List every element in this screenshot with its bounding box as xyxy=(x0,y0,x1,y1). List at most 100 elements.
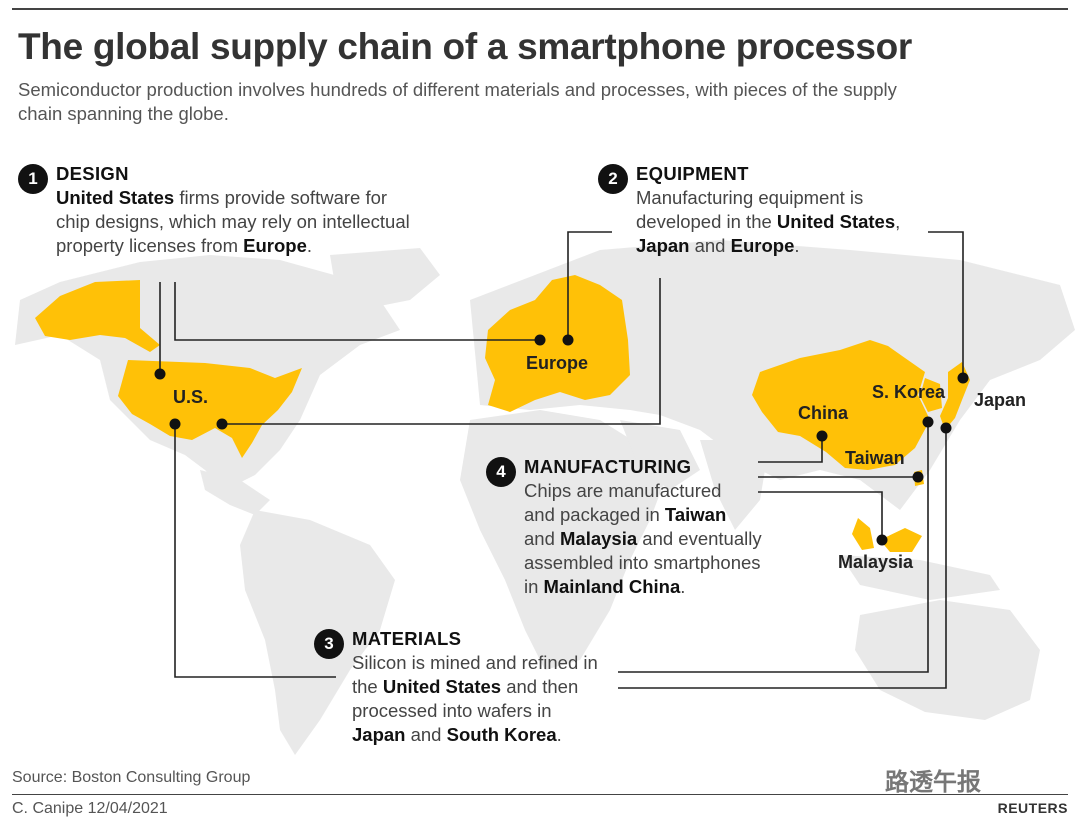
step-manufacturing-body: Chips are manufactured and packaged in Ta… xyxy=(524,479,762,599)
page-title: The global supply chain of a smartphone … xyxy=(18,26,913,67)
step-text-line: United States firms provide software for xyxy=(56,186,410,210)
step-text-line: Chips are manufactured xyxy=(524,479,762,503)
text-segment: firms provide software for xyxy=(174,187,388,208)
step-text-line: processed into wafers in xyxy=(352,699,598,723)
text-segment: and packaged in xyxy=(524,504,665,525)
land-indonesia xyxy=(840,555,1000,600)
text-segment: property licenses from xyxy=(56,235,244,256)
text-segment: developed in the xyxy=(636,211,777,232)
page-subtitle: Semiconductor production involves hundre… xyxy=(18,79,897,124)
text-segment: . xyxy=(306,235,312,256)
region-alaska-shape xyxy=(35,280,160,352)
connector-lines xyxy=(159,231,964,689)
step-text-line: chip designs, which may rely on intellec… xyxy=(56,210,410,234)
dot-korea xyxy=(922,416,934,428)
step-text-line: Japan and Europe. xyxy=(636,234,900,258)
text-segment: , xyxy=(895,211,901,232)
line-materials-korea xyxy=(618,422,929,673)
text-segment: Silicon is mined and refined in xyxy=(352,652,598,673)
step-text-line: and packaged in Taiwan xyxy=(524,503,762,527)
source-note: Source: Boston Consulting Group xyxy=(12,769,251,786)
step-equipment-body: Manufacturing equipment is developed in t… xyxy=(636,186,900,258)
text-segment: and xyxy=(524,528,561,549)
dot-japan-south xyxy=(940,422,952,434)
step-3-badge: 3 xyxy=(314,629,344,659)
text-segment: . xyxy=(556,724,562,745)
line-equipment-us xyxy=(222,278,661,425)
land-australia xyxy=(855,600,1040,720)
step-materials-body: Silicon is mined and refined in the Unite… xyxy=(352,651,598,747)
step-4-badge: 4 xyxy=(486,457,516,487)
dot-europe-east xyxy=(562,334,574,346)
label-japan: Japan xyxy=(974,390,1027,410)
line-manufacturing-china xyxy=(758,436,823,463)
step-text-line: Silicon is mined and refined in xyxy=(352,651,598,675)
text-segment: Manufacturing equipment is xyxy=(636,187,864,208)
dot-china xyxy=(816,430,828,442)
text-segment: and eventually xyxy=(637,528,762,549)
land-india xyxy=(700,440,770,530)
highlighted-place: Japan xyxy=(352,724,406,745)
line-design-europe xyxy=(174,282,540,341)
highlighted-place: Taiwan xyxy=(664,504,727,525)
highlighted-place: South Korea xyxy=(446,724,557,745)
highlighted-countries xyxy=(35,275,970,552)
region-korea-shape xyxy=(920,378,942,412)
dot-us-north xyxy=(154,368,166,380)
dot-japan-north xyxy=(957,372,969,384)
step-materials-heading: MATERIALS xyxy=(352,628,462,649)
text-segment: and xyxy=(689,235,731,256)
credit-line: C. Canipe 12/04/2021 xyxy=(12,800,168,817)
text-segment: processed into wafers in xyxy=(352,700,552,721)
label-china: China xyxy=(798,403,849,423)
land-greenland xyxy=(330,248,440,310)
dot-taiwan xyxy=(912,471,924,483)
text-segment: . xyxy=(680,576,686,597)
highlighted-place: Mainland China xyxy=(543,576,681,597)
step-text-line: the United States and then xyxy=(352,675,598,699)
step-text-line: Japan and South Korea. xyxy=(352,723,598,747)
line-equipment-europe xyxy=(567,231,612,340)
top-rule xyxy=(12,8,1068,10)
step-equipment: EQUIPMENT Manufacturing equipment is deve… xyxy=(636,162,900,258)
step-manufacturing: MANUFACTURING Chips are manufactured and … xyxy=(524,455,762,599)
highlighted-place: United States xyxy=(776,211,896,232)
step-materials: MATERIALS Silicon is mined and refined i… xyxy=(352,627,598,747)
step-manufacturing-heading: MANUFACTURING xyxy=(524,456,692,477)
text-segment: chip designs, which may rely on intellec… xyxy=(56,211,410,232)
step-text-line: property licenses from Europe. xyxy=(56,234,410,258)
land-central-america xyxy=(200,470,270,515)
dot-europe-west xyxy=(534,334,546,346)
step-text-line: developed in the United States, xyxy=(636,210,900,234)
highlighted-place: Malaysia xyxy=(560,528,638,549)
step-design-heading: DESIGN xyxy=(56,163,129,184)
label-skorea: S. Korea xyxy=(872,382,946,402)
land-arabia xyxy=(620,420,700,490)
step-design-body: United States firms provide software for… xyxy=(56,186,410,258)
bottom-rule xyxy=(12,794,1068,795)
dot-malaysia xyxy=(876,534,888,546)
dot-us-east xyxy=(216,418,228,430)
line-materials-us xyxy=(174,424,336,678)
step-text-line: Manufacturing equipment is xyxy=(636,186,900,210)
step-equipment-heading: EQUIPMENT xyxy=(636,163,749,184)
label-taiwan: Taiwan xyxy=(845,448,905,468)
text-segment: and then xyxy=(501,676,579,697)
highlighted-place: Japan xyxy=(636,235,690,256)
region-us-shape xyxy=(118,360,302,458)
line-manufacturing-malaysia xyxy=(758,491,883,540)
step-1-badge: 1 xyxy=(18,164,48,194)
step-text-line: and Malaysia and eventually xyxy=(524,527,762,551)
reuters-logo: REUTERS xyxy=(997,800,1068,816)
region-malaysia-shape xyxy=(852,518,922,552)
label-europe: Europe xyxy=(526,353,589,373)
label-us: U.S. xyxy=(173,387,209,407)
watermark: 路透午报 xyxy=(885,769,981,796)
step-text-line: in Mainland China. xyxy=(524,575,762,599)
region-europe-shape xyxy=(485,275,630,412)
step-design: DESIGN United States firms provide softw… xyxy=(56,162,410,258)
region-china-shape xyxy=(752,340,930,470)
text-segment: and xyxy=(405,724,447,745)
highlighted-place: Europe xyxy=(730,235,795,256)
text-segment: in xyxy=(524,576,544,597)
